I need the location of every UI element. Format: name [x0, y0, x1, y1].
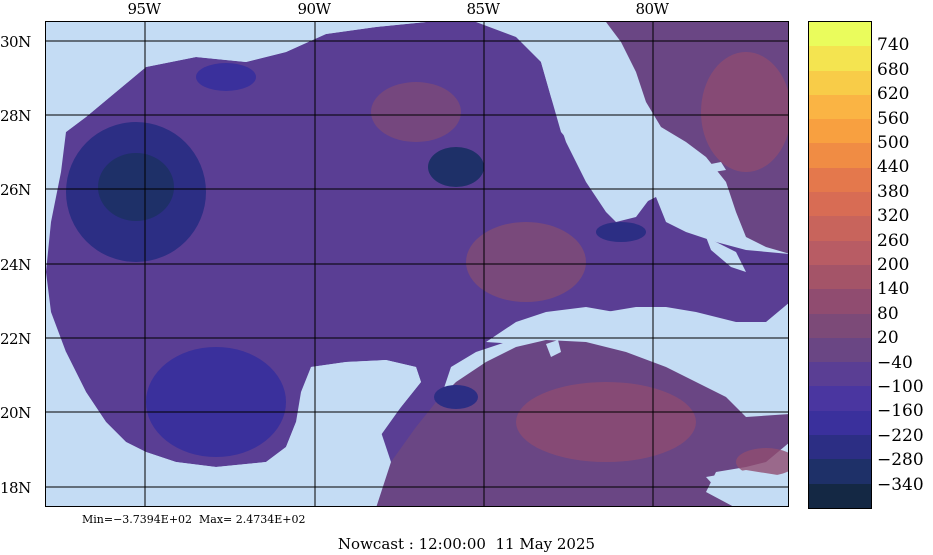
land-bahamas-1 [696, 162, 726, 174]
land-cuba [486, 307, 788, 414]
colorbar-segment [809, 94, 871, 120]
colorbar-label: 140 [877, 279, 910, 300]
colorbar-label: −340 [877, 474, 924, 495]
lat-tick-26n: 26N [0, 181, 31, 199]
colorbar-segment [809, 459, 871, 484]
lon-tick-90w: 90W [297, 0, 331, 18]
colorbar-label: −160 [877, 401, 924, 422]
colorbar-segment [809, 264, 871, 290]
colorbar-label: 680 [877, 59, 910, 80]
warm-patch-north [371, 82, 461, 142]
land-yucatan [286, 360, 421, 506]
colorbar-segment [809, 435, 871, 460]
lat-tick-20n: 20N [0, 404, 31, 422]
colorbar-label: 740 [877, 35, 910, 56]
dark-patch-yucatan [434, 385, 478, 409]
dark-patch-central [428, 147, 484, 187]
dark-patch-keys [596, 222, 646, 242]
colorbar-label: 200 [877, 255, 910, 275]
dark-patch-north [196, 63, 256, 91]
colorbar-segment [809, 46, 871, 71]
lon-tick-95w: 95W [127, 0, 161, 18]
colorbar-segment [809, 167, 871, 193]
colorbar-label: 500 [877, 133, 910, 153]
colorbar-segment [809, 143, 871, 168]
land-mexico-south [46, 352, 296, 506]
land-isle-of-youth [546, 340, 561, 357]
nowcast-caption: Nowcast : 12:00:00 11 May 2025 [337, 535, 596, 553]
land-mexico-west [46, 22, 426, 142]
lat-tick-30n: 30N [0, 33, 31, 51]
colorbar-label: 440 [877, 157, 910, 178]
colorbar-label: −40 [877, 352, 913, 373]
warm-patch-atlantic [701, 52, 788, 172]
colorbar-label: −100 [877, 377, 924, 397]
colorbar-segment [809, 386, 871, 411]
colorbar-segment [809, 240, 871, 265]
warm-patch-central [466, 222, 586, 302]
min-max-stats: Min=−3.7394E+02 Max= 2.4734E+02 [82, 513, 306, 526]
warm-patch-caribbean [516, 382, 696, 462]
colorbar-segment [809, 70, 871, 95]
lat-tick-18n: 18N [0, 479, 31, 497]
map-plot [46, 22, 788, 506]
map-panel[interactable] [45, 21, 789, 507]
colorbar-segment [809, 362, 871, 387]
colorbar-label: 80 [877, 303, 899, 324]
land-bahamas-2 [706, 237, 746, 272]
dark-patch-south [146, 347, 286, 457]
land-florida [541, 22, 656, 222]
colorbar-segment [809, 483, 871, 508]
colorbar-label: 380 [877, 181, 910, 202]
colorbar-segment [809, 192, 871, 217]
land-masks [46, 22, 788, 506]
graticule [46, 22, 788, 506]
colorbar-label: −220 [877, 425, 924, 446]
colorbar-label: −280 [877, 450, 924, 471]
colorbar-segment [809, 313, 871, 338]
colorbar-segment [809, 22, 871, 47]
colorbar-label: 260 [877, 230, 910, 251]
dark-patch-west-core [98, 153, 174, 221]
land-hispaniola [706, 470, 788, 492]
colorbar-segment [809, 337, 871, 363]
colorbar-segment [809, 119, 871, 144]
lat-tick-22n: 22N [0, 330, 31, 348]
lat-tick-24n: 24N [0, 256, 31, 274]
lon-tick-80w: 80W [635, 0, 669, 18]
colorbar-segment [809, 410, 871, 436]
lon-tick-85w: 85W [466, 0, 500, 18]
colorbar [808, 21, 872, 509]
warm-patch-se [736, 448, 788, 476]
colorbar-label: 20 [877, 328, 899, 349]
colorbar-segment [809, 216, 871, 241]
colorbar-label: 560 [877, 108, 910, 129]
colorbar-label: 320 [877, 206, 910, 227]
lat-tick-28n: 28N [0, 107, 31, 125]
colorbar-label: 620 [877, 84, 910, 105]
colorbar-segment [809, 289, 871, 314]
